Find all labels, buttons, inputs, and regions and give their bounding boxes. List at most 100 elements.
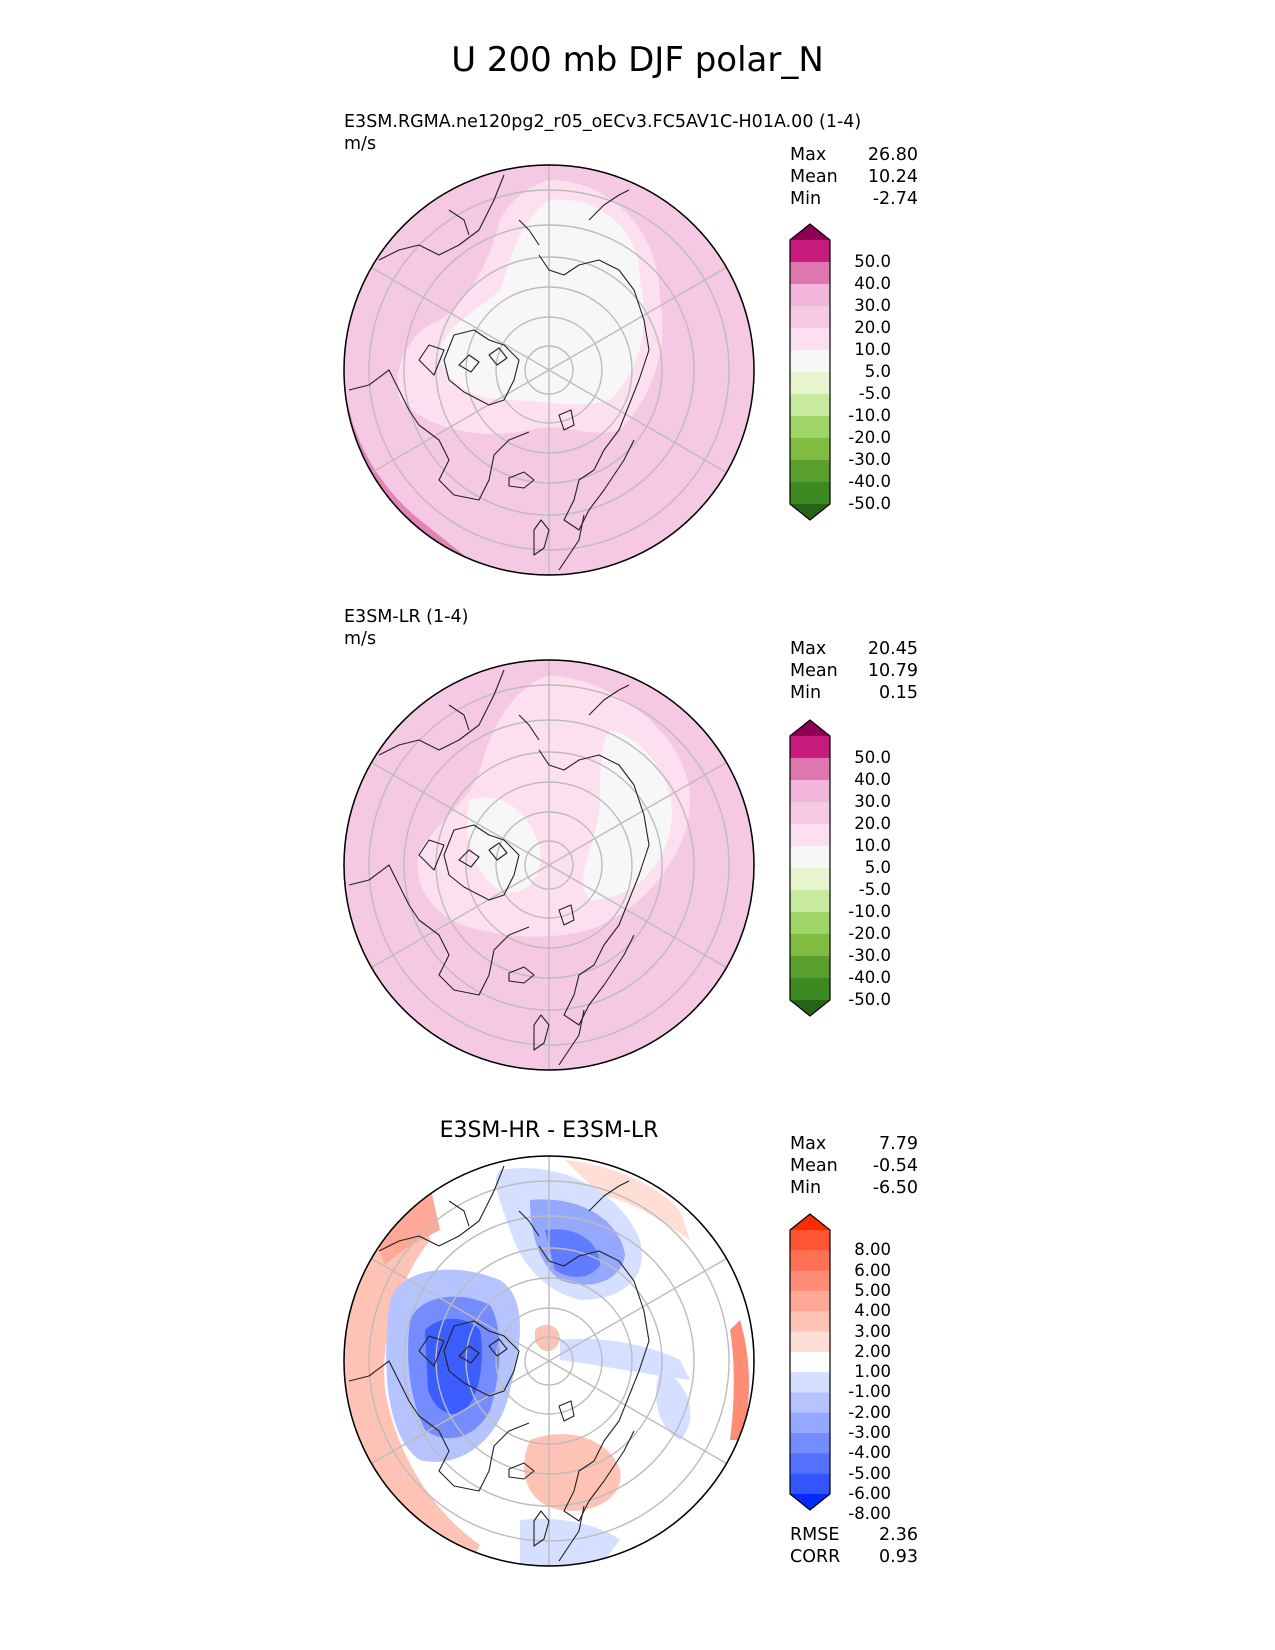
colorbar-segment (790, 482, 830, 505)
panel2-title: E3SM-LR (1-4) (344, 607, 469, 627)
metric-corr: CORR 0.93 (790, 1547, 918, 1567)
colorbar-tick-label: 10.0 (854, 836, 891, 855)
colorbar-tick-label: -5.0 (858, 384, 891, 403)
colorbar-tick-label: -50.0 (848, 494, 891, 513)
stat-min: Min -2.74 (790, 189, 918, 209)
colorbar-tick-label: -3.00 (848, 1423, 891, 1443)
colorbar-segment (790, 1473, 830, 1495)
colorbar-tick-label: 30.0 (854, 792, 891, 811)
colorbar-tick-label: -20.0 (848, 428, 891, 447)
colorbar-outline (789, 719, 831, 1017)
panel1-boundary (343, 164, 755, 576)
panel3-colorbar (789, 1213, 831, 1511)
colorbar-tick-label: -40.0 (848, 472, 891, 491)
colorbar-tick-label: 5.0 (864, 858, 891, 877)
metric-rmse: RMSE 2.36 (790, 1525, 918, 1545)
colorbar-segment (790, 912, 830, 935)
colorbar-segment (790, 824, 830, 847)
colorbar-tick-label: 40.0 (854, 770, 891, 789)
colorbar-segment (790, 1290, 830, 1312)
figure-title: U 200 mb DJF polar_N (451, 40, 824, 80)
colorbar-extend-top (790, 224, 830, 240)
colorbar-tick-label: 2.00 (854, 1341, 891, 1361)
colorbar-extend-bottom (790, 504, 830, 520)
colorbar-segment (790, 350, 830, 373)
stat-min: Min -6.50 (790, 1178, 918, 1198)
panel2-boundary (343, 659, 755, 1071)
colorbar-tick-label: -20.0 (848, 924, 891, 943)
colorbar-segment (790, 934, 830, 957)
colorbar-segment (790, 372, 830, 395)
panel3-title: E3SM-HR - E3SM-LR (439, 1118, 659, 1143)
colorbar-tick-label: -30.0 (848, 450, 891, 469)
colorbar-segment (790, 802, 830, 825)
colorbar-segment (790, 1392, 830, 1414)
colorbar-segment (790, 780, 830, 803)
colorbar-extend-bottom (790, 1494, 830, 1510)
colorbar-extend-top (790, 1214, 830, 1230)
panel2-colorbar (789, 719, 831, 1017)
colorbar-tick-label: 20.0 (854, 814, 891, 833)
stat-mean: Mean -0.54 (790, 1156, 918, 1176)
stat-mean: Mean 10.79 (790, 661, 918, 681)
colorbar-segment (790, 328, 830, 351)
colorbar-segment (790, 1433, 830, 1454)
colorbar-segment (790, 736, 830, 759)
colorbar-tick-label: 20.0 (854, 318, 891, 337)
colorbar-segment (790, 1270, 830, 1292)
colorbar-segment (790, 846, 830, 869)
colorbar-tick-label: 3.00 (854, 1321, 891, 1341)
stat-mean: Mean 10.24 (790, 167, 918, 187)
colorbar-tick-label: -1.00 (848, 1382, 891, 1402)
panel1-colorbar (789, 223, 831, 521)
panel2-units: m/s (344, 629, 377, 649)
colorbar-tick-label: 4.00 (854, 1301, 891, 1321)
colorbar-segment (790, 890, 830, 913)
panel1-units: m/s (344, 134, 377, 154)
colorbar-tick-label: 50.0 (854, 252, 891, 271)
colorbar-segment (790, 1331, 830, 1353)
colorbar-tick-label: -30.0 (848, 946, 891, 965)
colorbar-tick-label: 10.0 (854, 340, 891, 359)
colorbar-segment (790, 1250, 830, 1272)
colorbar-tick-label: 50.0 (854, 748, 891, 767)
colorbar-tick-label: 5.0 (864, 362, 891, 381)
colorbar-tick-label: -6.00 (848, 1484, 891, 1503)
colorbar-tick-label: 40.0 (854, 274, 891, 293)
stat-max: Max 7.79 (790, 1134, 918, 1154)
colorbar-segment (790, 306, 830, 329)
colorbar-segment (790, 956, 830, 979)
colorbar-tick-label: -4.00 (848, 1443, 891, 1463)
colorbar-segment (790, 394, 830, 417)
panel2-stats: Max 20.45 Mean 10.79 Min 0.15 (790, 638, 918, 704)
colorbar-segment (790, 262, 830, 285)
colorbar-outline (789, 223, 831, 521)
colorbar-extend-top (790, 720, 830, 736)
colorbar-segment (790, 240, 830, 263)
colorbar-segment (790, 1453, 830, 1475)
colorbar-extend-bottom (790, 1000, 830, 1016)
colorbar-tick-label: -50.0 (848, 990, 891, 1009)
panel3-metrics: RMSE 2.36 CORR 0.93 (790, 1524, 918, 1568)
colorbar-tick-label: -40.0 (848, 968, 891, 987)
colorbar-tick-label: 8.00 (854, 1240, 891, 1260)
colorbar-segment (790, 284, 830, 307)
panel1-title: E3SM.RGMA.ne120pg2_r05_oECv3.FC5AV1C-H01… (344, 112, 862, 132)
colorbar-segment (790, 978, 830, 1001)
colorbar-tick-label: -10.0 (848, 902, 891, 921)
colorbar-segment (790, 416, 830, 439)
colorbar-segment (790, 1351, 830, 1373)
panel1-stats: Max 26.80 Mean 10.24 Min -2.74 (790, 144, 918, 210)
colorbar-tick-label: 6.00 (854, 1260, 891, 1280)
colorbar-segment (790, 868, 830, 891)
stat-max: Max 20.45 (790, 639, 918, 659)
stat-max: Max 26.80 (790, 145, 918, 165)
colorbar-segment (790, 438, 830, 461)
colorbar-segment (790, 1230, 830, 1251)
colorbar-tick-label: -8.00 (848, 1504, 891, 1524)
colorbar-tick-label: -5.00 (848, 1463, 891, 1483)
colorbar-segment (790, 1372, 830, 1393)
colorbar-outline (789, 1213, 831, 1511)
panel3-boundary (343, 1155, 755, 1567)
